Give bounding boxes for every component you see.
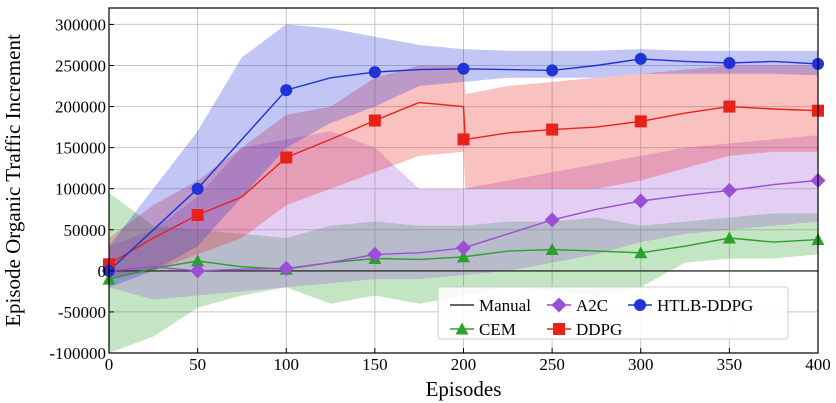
legend-label-ddpg: DDPG (576, 320, 622, 339)
x-axis-ticks: 0 50 100 150 200 250 300 350 400 (105, 348, 831, 374)
htlb-ddpg-marker (457, 62, 470, 75)
htlb-ddpg-marker (191, 182, 204, 195)
legend-label-a2c: A2C (576, 296, 608, 315)
ddpg-marker (634, 115, 647, 128)
legend-label-cem: CEM (479, 320, 516, 339)
x-tick-label: 400 (805, 355, 831, 374)
x-tick-label: 50 (189, 355, 206, 374)
a2c-marker (544, 212, 560, 228)
legend-label-htlb-ddpg: HTLB-DDPG (657, 296, 753, 315)
cem-marker (545, 243, 559, 255)
x-tick-label: 200 (451, 355, 477, 374)
legend-marker-htlb-ddpg (634, 299, 646, 311)
y-tick-label: -50000 (58, 303, 106, 322)
legend: Manual CEM A2C DDPG HTLB-DDPG (437, 286, 789, 340)
a2c-marker (721, 182, 737, 198)
ddpg-line (108, 101, 819, 265)
y-axis-title: Episode Organic Traffic Increment (1, 34, 25, 327)
cem-marker (722, 231, 736, 244)
y-tick-label: 0 (98, 262, 107, 281)
a2c-band (109, 131, 818, 300)
cem-band (109, 192, 818, 353)
cem-marker (457, 250, 470, 263)
y-axis-ticks: -100000 -50000 0 50000 100000 150000 200000 250… (49, 15, 114, 363)
y-tick-label: 100000 (55, 180, 106, 199)
a2c-marker (278, 260, 294, 276)
a2c-marker (456, 240, 471, 256)
x-tick-label: 350 (717, 355, 743, 374)
cem-marker (634, 246, 648, 259)
htlb-ddpg-marker (546, 64, 559, 77)
htlb-ddpg-marker (634, 52, 647, 65)
legend-label-manual: Manual (479, 296, 531, 315)
ddpg-marker (368, 114, 381, 127)
x-tick-label: 250 (539, 355, 565, 374)
x-tick-label: 150 (362, 355, 388, 374)
a2c-marker (190, 263, 206, 279)
htlb-ddpg-marker (368, 66, 381, 79)
legend-box (437, 286, 789, 340)
x-tick-label: 0 (105, 355, 114, 374)
x-tick-label: 100 (274, 355, 300, 374)
y-tick-label: 150000 (55, 139, 106, 158)
y-tick-label: 200000 (55, 98, 106, 117)
ddpg-marker (457, 133, 470, 146)
ddpg-marker (280, 151, 293, 164)
htlb-ddpg-marker (723, 57, 736, 70)
x-tick-label: 300 (628, 355, 654, 374)
y-tick-label: 250000 (55, 57, 106, 76)
cem-marker (191, 254, 205, 267)
legend-marker-ddpg (553, 323, 565, 335)
y-tick-label: 50000 (64, 221, 107, 240)
legend-marker-a2c (551, 297, 567, 313)
a2c-marker (367, 246, 383, 262)
y-tick-label: -100000 (49, 344, 106, 363)
x-axis-title: Episodes (426, 377, 502, 401)
series-markers (101, 52, 826, 285)
a2c-marker (633, 193, 649, 209)
ddpg-marker (191, 209, 204, 221)
htlb-ddpg-marker (280, 84, 293, 97)
legend-marker-cem (455, 322, 469, 335)
y-tick-label: 300000 (55, 15, 106, 34)
ddpg-marker (723, 100, 736, 113)
ddpg-marker (546, 123, 559, 136)
